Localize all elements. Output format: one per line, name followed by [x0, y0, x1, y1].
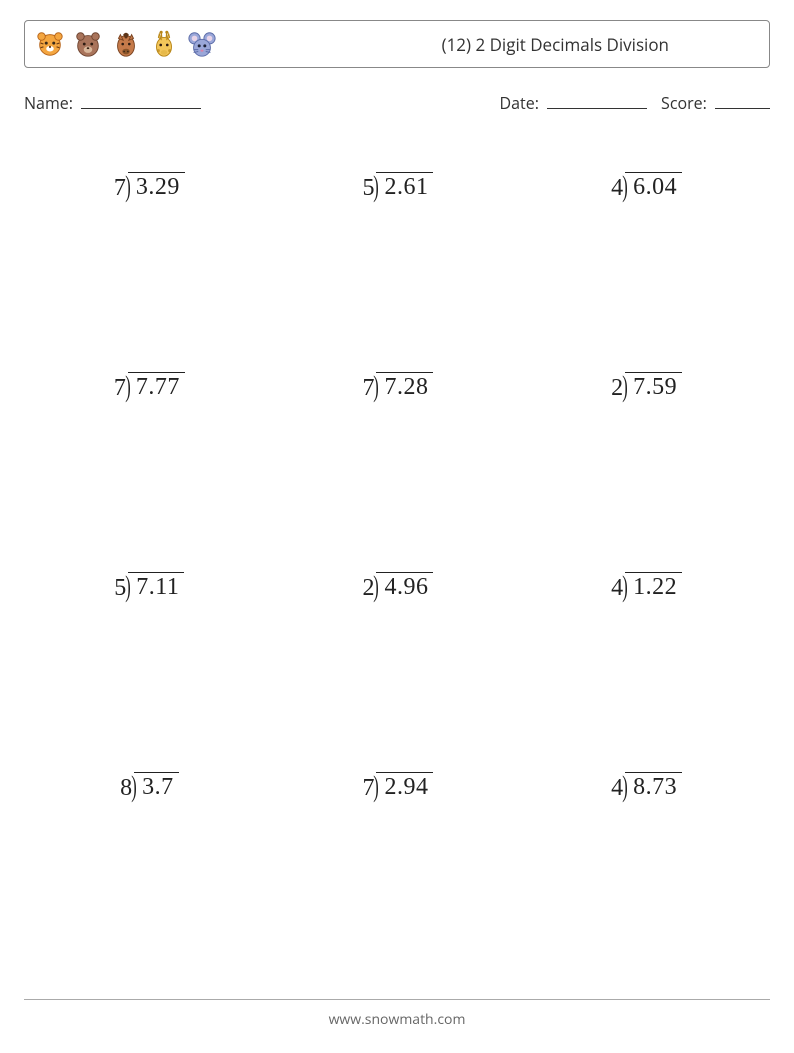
division-bracket: )7.77 — [128, 374, 183, 399]
bracket-curve: ) — [622, 376, 628, 398]
problem-cell: 2)7.59 — [521, 354, 770, 554]
dividend: 7.59 — [631, 372, 680, 400]
long-division: 7)7.77 — [114, 374, 183, 400]
bracket-curve: ) — [622, 776, 628, 798]
division-bracket: )7.28 — [376, 374, 431, 399]
problem-cell: 4)1.22 — [521, 554, 770, 754]
dividend: 7.28 — [382, 372, 431, 400]
problem-cell: 7)2.94 — [273, 754, 522, 954]
problem-cell: 5)7.11 — [24, 554, 273, 754]
bracket-curve: ) — [374, 776, 380, 798]
score-label: Score: — [661, 92, 707, 114]
date-label: Date: — [500, 92, 539, 114]
dividend: 2.61 — [382, 172, 431, 200]
dividend: 2.94 — [382, 772, 431, 800]
bracket-curve: ) — [374, 576, 380, 598]
long-division: 8)3.7 — [120, 774, 177, 800]
long-division: 2)4.96 — [362, 574, 431, 600]
bracket-curve: ) — [622, 576, 628, 598]
division-bracket: )2.94 — [376, 774, 431, 799]
division-bracket: )3.29 — [128, 174, 183, 199]
dividend: 4.96 — [382, 572, 431, 600]
division-bracket: )7.59 — [625, 374, 680, 399]
bracket-curve: ) — [125, 176, 131, 198]
date-blank[interactable] — [547, 94, 647, 109]
dividend: 7.11 — [134, 572, 182, 600]
date-field: Date: — [500, 92, 648, 114]
dividend: 3.7 — [140, 772, 177, 800]
problem-cell: 7)3.29 — [24, 154, 273, 354]
footer-text: www.snowmath.com — [329, 1010, 466, 1029]
bracket-curve: ) — [131, 776, 137, 798]
problem-cell: 7)7.28 — [273, 354, 522, 554]
name-field: Name: — [24, 92, 500, 114]
division-bracket: )2.61 — [376, 174, 431, 199]
long-division: 4)8.73 — [611, 774, 680, 800]
giraffe-icon — [149, 29, 179, 59]
division-bracket: )8.73 — [625, 774, 680, 799]
long-division: 5)7.11 — [114, 574, 182, 600]
bracket-curve: ) — [374, 176, 380, 198]
score-blank[interactable] — [715, 94, 770, 109]
long-division: 4)6.04 — [611, 174, 680, 200]
header-box: (12) 2 Digit Decimals Division — [24, 20, 770, 68]
problem-cell: 2)4.96 — [273, 554, 522, 754]
horse-icon — [111, 29, 141, 59]
tiger-icon — [35, 29, 65, 59]
division-bracket: )6.04 — [625, 174, 680, 199]
problem-cell: 8)3.7 — [24, 754, 273, 954]
mouse-icon — [187, 29, 217, 59]
problem-cell: 7)7.77 — [24, 354, 273, 554]
name-label: Name: — [24, 92, 73, 114]
problems-grid: 7)3.29 5)2.61 4)6.04 7)7.77 7)7.28 2)7.59 5)7.… — [24, 154, 770, 954]
dividend: 1.22 — [631, 572, 680, 600]
bracket-curve: ) — [125, 376, 131, 398]
division-bracket: )7.11 — [128, 574, 182, 599]
name-blank[interactable] — [81, 94, 201, 109]
division-bracket: )3.7 — [134, 774, 177, 799]
dividend: 7.77 — [134, 372, 183, 400]
problem-cell: 4)8.73 — [521, 754, 770, 954]
long-division: 7)2.94 — [362, 774, 431, 800]
bear-icon — [73, 29, 103, 59]
worksheet-page: (12) 2 Digit Decimals Division Name: Dat… — [0, 0, 794, 1053]
long-division: 5)2.61 — [362, 174, 431, 200]
bracket-curve: ) — [374, 376, 380, 398]
icon-row — [35, 29, 217, 59]
info-row: Name: Date: Score: — [24, 92, 770, 114]
bracket-curve: ) — [126, 576, 132, 598]
division-bracket: )1.22 — [625, 574, 680, 599]
bracket-curve: ) — [622, 176, 628, 198]
footer: www.snowmath.com — [24, 999, 770, 1029]
dividend: 6.04 — [631, 172, 680, 200]
long-division: 7)3.29 — [114, 174, 183, 200]
score-field: Score: — [661, 92, 770, 114]
division-bracket: )4.96 — [376, 574, 431, 599]
problem-cell: 5)2.61 — [273, 154, 522, 354]
problem-cell: 4)6.04 — [521, 154, 770, 354]
dividend: 8.73 — [631, 772, 680, 800]
worksheet-title: (12) 2 Digit Decimals Division — [442, 33, 759, 56]
long-division: 2)7.59 — [611, 374, 680, 400]
long-division: 4)1.22 — [611, 574, 680, 600]
long-division: 7)7.28 — [362, 374, 431, 400]
dividend: 3.29 — [134, 172, 183, 200]
